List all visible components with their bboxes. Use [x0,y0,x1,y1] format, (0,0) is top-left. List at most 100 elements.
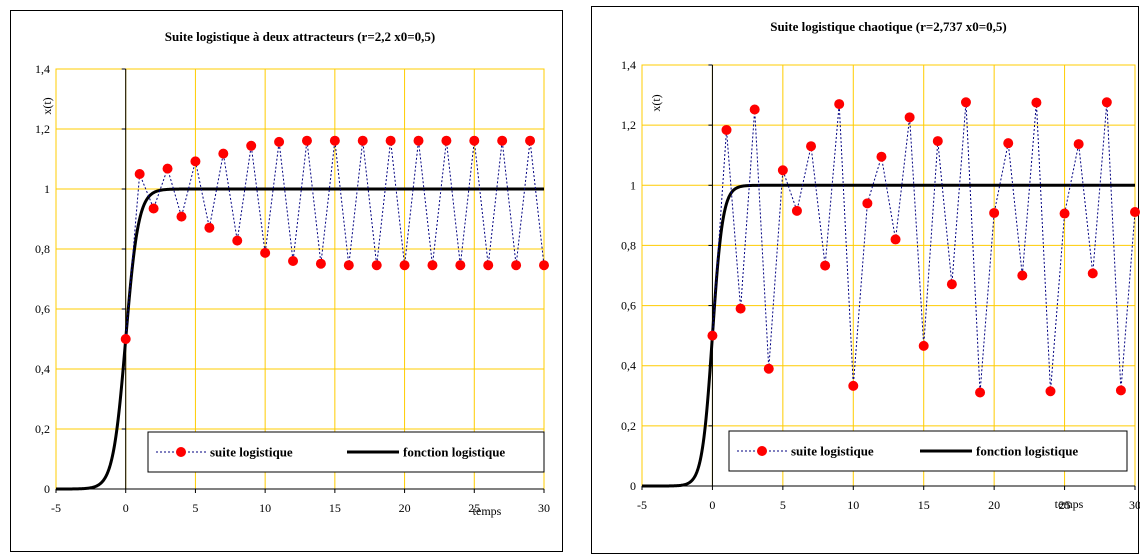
x-tick-label: 30 [1129,498,1140,512]
y-tick-label: 0,4 [621,359,636,373]
suite-logistique-point [1115,385,1126,396]
chart-left-frame: 0 0,2 0,4 0,6 0,8 1 1,2 1,4 -5 0 5 10 15 20 25 30 Suite … [10,10,563,552]
plot-area [641,64,1136,487]
suite-logistique-point [975,387,986,398]
suite-logistique-point [134,169,145,179]
suite-logistique-point [1045,386,1056,397]
suite-logistique-point [288,256,299,266]
chart-title: Suite logistique à deux attracteurs (r=2… [165,29,435,44]
y-tick-label: 0,6 [621,299,636,313]
suite-logistique-point [806,141,817,152]
suite-logistique-point [763,363,774,374]
legend-fonction-label: fonction logistique [403,445,505,460]
y-tick-label: 0,2 [621,419,636,433]
y-tick-label: 0,2 [35,422,50,436]
suite-logistique-point [260,247,271,258]
legend-suite-swatch-marker [176,447,186,457]
suite-logistique-point [1130,207,1140,218]
suite-logistique-point [1059,208,1070,219]
x-tick-label: 0 [709,498,715,512]
suite-logistique-point [721,124,732,135]
suite-logistique-point [371,260,382,271]
suite-logistique-point [176,211,187,222]
legend-suite-label: suite logistique [210,445,293,460]
suite-logistique-point [777,165,788,176]
suite-logistique-point [960,97,971,108]
suite-logistique-point [904,112,915,123]
y-tick-label: 0,8 [35,242,50,256]
suite-logistique-point [455,260,466,271]
suite-logistique-point [385,135,396,146]
suite-logistique-point [890,234,901,245]
x-tick-label: 15 [329,501,341,515]
y-tick-label: 0 [630,479,636,493]
chart-left: 00,20,40,60,811,21,4-5 0 5 10 15 20 25 30Suite … [35,29,550,518]
legend-suite-swatch-marker [757,446,767,456]
plot-area [55,68,545,490]
legend-box [147,431,545,473]
suite-logistique-point [483,260,494,271]
suite-logistique-point [946,279,957,290]
x-tick-label: 20 [988,498,1000,512]
suite-logistique-point [862,198,873,209]
chart-right: 00,20,40,60,811,21,4-5 0 5 10 15 20 25 30Suite … [621,19,1141,512]
suite-logistique-point [343,260,354,271]
suite-logistique-point [834,99,845,110]
suite-logistique-point [735,303,746,314]
suite-logistique-point [1073,139,1084,150]
suite-logistique-point [497,135,508,146]
suite-logistique-point [427,260,438,271]
suite-logistique-point [120,334,131,344]
suite-logistique-point [989,207,1000,218]
y-tick-label: 0 [44,482,50,496]
suite-logistique-point [820,260,831,271]
x-tick-label: 0 [123,501,129,515]
suite-logistique-point [848,380,859,391]
y-axis-label: x(t) [40,97,54,114]
suite-logistique-point [301,135,312,146]
suite-logistique-point [469,135,480,146]
x-tick-label: 15 [918,498,930,512]
y-tick-label: 1,2 [621,118,636,132]
suite-logistique-point [539,260,549,271]
suite-logistique-point [1017,270,1028,281]
x-tick-label: 20 [399,501,411,515]
y-tick-label: 1,4 [621,58,636,72]
x-axis-label: temps [1055,497,1084,511]
suite-logistique-point [315,258,326,269]
x-tick-label: -5 [637,498,647,512]
x-tick-label: 10 [847,498,859,512]
suite-logistique-point [357,135,368,146]
legend-fonction-label: fonction logistique [976,444,1078,459]
suite-logistique-point [1101,97,1112,108]
y-tick-label: 1,4 [35,62,50,76]
suite-logistique-point [274,136,285,147]
suite-logistique-point [511,260,522,271]
y-tick-label: 1,2 [35,122,50,136]
suite-logistique-point [441,135,452,146]
suite-logistique-point [232,235,243,246]
suite-logistique-point [1031,97,1042,108]
suite-logistique-point [218,148,229,159]
suite-logistique-point [246,140,257,151]
suite-logistique-point [204,222,215,233]
x-tick-label: 30 [538,501,550,515]
y-tick-label: 1 [630,178,636,192]
x-tick-label: 10 [259,501,271,515]
suite-logistique-point [876,151,887,162]
suite-logistique-point [162,163,173,174]
suite-logistique-point [1003,138,1014,149]
suite-logistique-point [525,135,536,146]
suite-logistique-point [749,104,760,115]
suite-logistique-point [148,203,159,214]
y-tick-label: 1 [44,182,50,196]
chart-right-frame: 0 0,2 0,4 0,6 0,8 1 1,2 1,4 -5 0 5 10 15 20 25 30 Suite … [591,6,1141,554]
x-tick-label: 5 [192,501,198,515]
x-tick-label: 5 [780,498,786,512]
y-tick-label: 0,4 [35,362,50,376]
legend-suite-label: suite logistique [791,444,874,459]
fonction-logistique-line [641,183,1136,488]
suite-logistique-point [918,340,929,351]
y-axis-label: x(t) [649,94,663,111]
fonction-logistique-line [55,187,545,491]
